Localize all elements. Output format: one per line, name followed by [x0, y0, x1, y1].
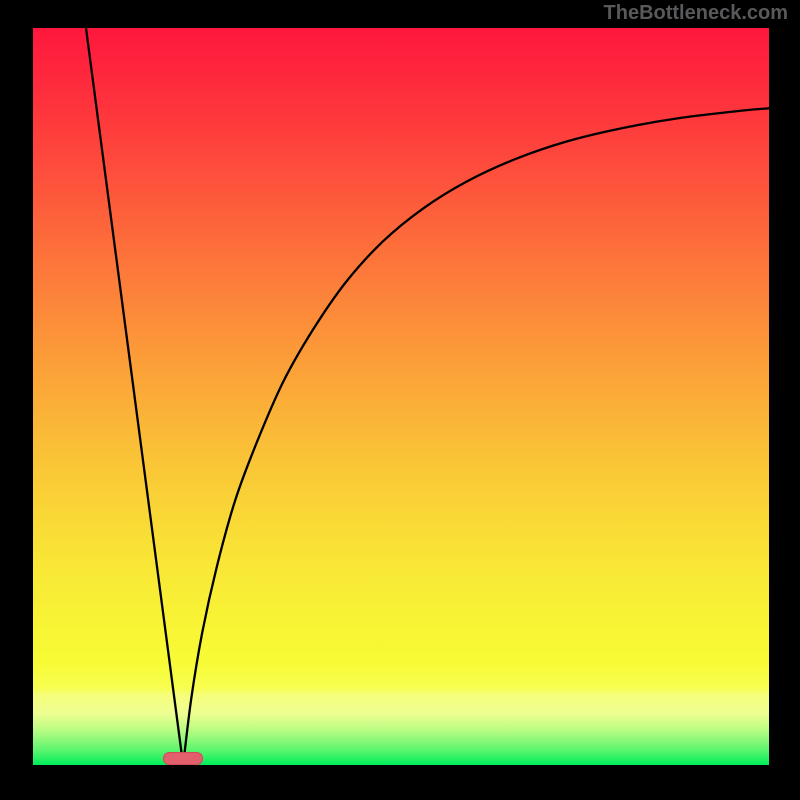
curve-left	[86, 28, 183, 765]
curve-right	[183, 108, 769, 765]
plot-area	[33, 28, 769, 765]
marker-pill	[163, 752, 203, 765]
chart-container: TheBottleneck.com	[0, 0, 800, 800]
watermark-text: TheBottleneck.com	[604, 2, 788, 25]
curve-layer	[33, 28, 769, 765]
